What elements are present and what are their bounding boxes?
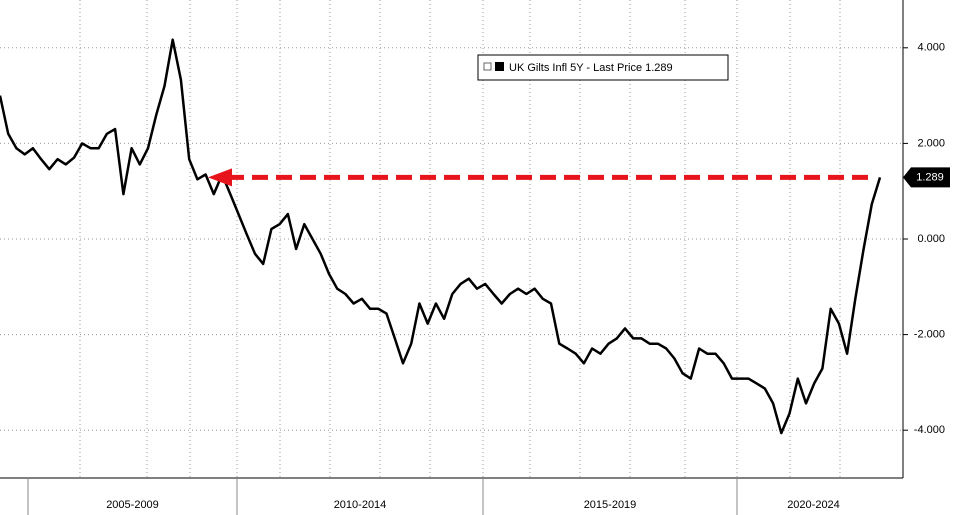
x-period-label: 2020-2024 — [787, 499, 840, 511]
x-period-label: 2010-2014 — [334, 499, 387, 511]
x-period-label: 2015-2019 — [584, 499, 637, 511]
legend-icon-plus — [483, 62, 492, 71]
legend-label: UK Gilts Infl 5Y - Last Price 1.289 — [509, 62, 673, 74]
price-tag-bg — [903, 167, 950, 188]
y-tick-label: 0.000 — [917, 233, 945, 245]
series-line — [0, 38, 882, 435]
y-tick-label: -2.000 — [914, 329, 945, 341]
last-price-tag: 1.289 — [916, 171, 944, 183]
y-tick-label: 4.000 — [917, 42, 945, 54]
arrow-head — [208, 168, 232, 187]
y-tick-label: -4.000 — [914, 424, 945, 436]
legend-box — [477, 54, 729, 81]
x-period-label: 2005-2009 — [106, 499, 159, 511]
legend-swatch — [495, 62, 504, 71]
y-tick-label: 2.000 — [917, 137, 945, 149]
